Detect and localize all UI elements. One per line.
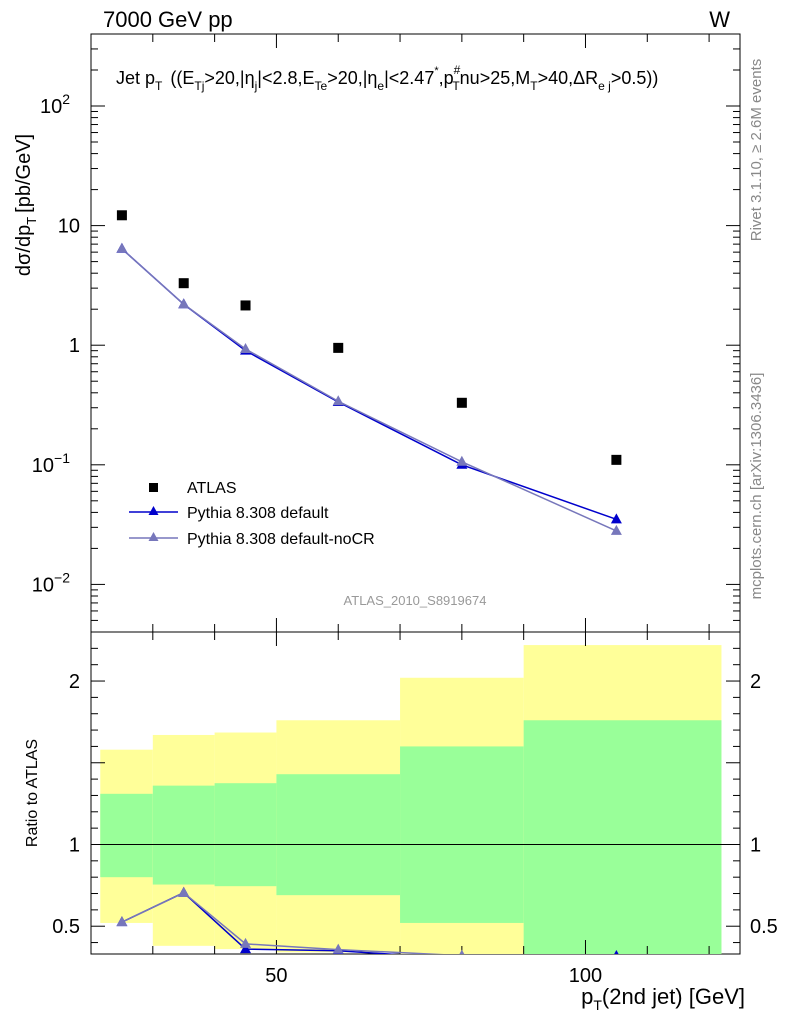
inner-band-5 xyxy=(523,720,722,954)
x-axis-label: pT(2nd jet) [GeV] xyxy=(581,984,745,1013)
ratio-point-1 xyxy=(459,949,465,954)
atlas-point xyxy=(178,278,189,289)
y-tick-label: 10−1 xyxy=(32,450,70,477)
inner-band-0 xyxy=(100,793,153,878)
axis-ticks: 50 100 10−2 10−1 1 10 102 0.5 0.5 1 1 2 2 xyxy=(32,33,778,987)
analysis-id: ATLAS_2010_S8919674 xyxy=(344,593,487,608)
mcplots-label: mcplots.cern.ch [arXiv:1306.3436] xyxy=(748,373,765,600)
mc-point-2 xyxy=(456,455,468,466)
inner-band-2 xyxy=(214,783,277,887)
mc-point-2 xyxy=(116,242,128,253)
rivet-label: Rivet 3.1.10, ≥ 2.6M events xyxy=(748,59,765,242)
legend-label-default: Pythia 8.308 default xyxy=(187,505,329,522)
ratio-point-1 xyxy=(240,937,252,948)
legend-marker-nocr xyxy=(148,532,159,541)
atlas-point xyxy=(333,342,344,353)
x-tick-label: 100 xyxy=(569,965,602,987)
energy-label: 7000 GeV pp xyxy=(103,7,233,32)
ratio-tick-label-right: 0.5 xyxy=(750,916,778,938)
legend-marker-atlas xyxy=(149,483,158,492)
ratio-point-1 xyxy=(332,943,344,954)
process-label: W xyxy=(709,7,730,32)
ratio-tick-label-left: 0.5 xyxy=(52,916,80,938)
ratio-point-0 xyxy=(614,949,619,954)
series-line-2 xyxy=(121,248,617,532)
x-tick-label: 50 xyxy=(265,965,287,987)
atlas-point xyxy=(116,210,127,221)
y-tick-label: 102 xyxy=(40,91,70,118)
legend-label-nocr: Pythia 8.308 default-noCR xyxy=(187,531,375,548)
ratio-tick-label-left: 1 xyxy=(69,834,80,856)
legend: ATLAS Pythia 8.308 default Pythia 8.308 … xyxy=(129,480,375,548)
ratio-tick-label-left: 2 xyxy=(69,671,80,693)
ratio-point-1 xyxy=(116,916,128,927)
ratio-tick-label-right: 2 xyxy=(750,671,761,693)
ratio-line-1 xyxy=(121,891,444,954)
mc-point-2 xyxy=(178,298,190,309)
inner-band-3 xyxy=(276,774,401,896)
atlas-point xyxy=(611,454,622,465)
mc-point-2 xyxy=(240,342,252,353)
legend-label-atlas: ATLAS xyxy=(187,480,237,497)
y-tick-label: 10−2 xyxy=(32,569,70,596)
plot-title: Jet pT ((ETj>20,|ηj|<2.8,ETe>20,|ηe|<2.47… xyxy=(116,63,658,93)
data-series xyxy=(116,210,622,535)
series-line-1 xyxy=(121,248,617,521)
inner-band-4 xyxy=(400,746,524,923)
inner-band-1 xyxy=(152,785,215,885)
ratio-point-0 xyxy=(240,943,252,954)
ratio-point-1 xyxy=(611,960,622,970)
ratio-series-group xyxy=(116,886,622,970)
ratio-y-axis-label: Ratio to ATLAS xyxy=(24,739,41,847)
y-axis-label: dσ/dpT[pb/GeV] xyxy=(13,134,39,276)
uncertainty-bands xyxy=(91,645,740,954)
mc-point-1 xyxy=(610,513,622,524)
ratio-point-1 xyxy=(178,886,190,897)
atlas-point xyxy=(240,300,251,311)
ratio-tick-label-right: 1 xyxy=(750,834,761,856)
legend-marker-default xyxy=(148,506,159,515)
mc-point-2 xyxy=(610,524,622,535)
y-tick-label: 1 xyxy=(69,335,80,357)
mc-point-2 xyxy=(332,395,344,406)
y-tick-label: 10 xyxy=(58,216,80,238)
ratio-series xyxy=(116,886,622,970)
atlas-point xyxy=(456,397,467,408)
